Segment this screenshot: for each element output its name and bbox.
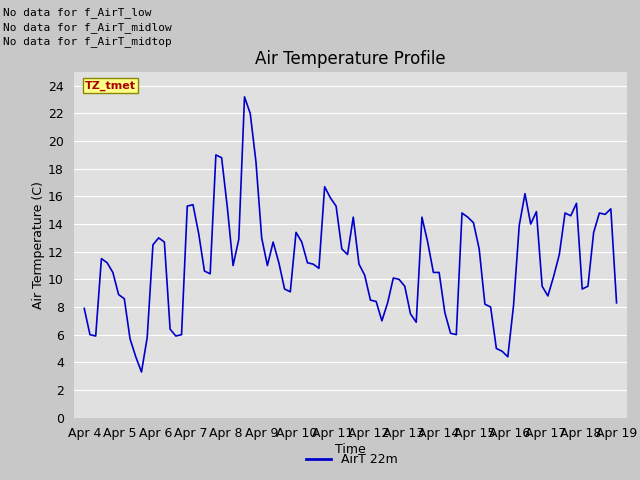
Y-axis label: Air Termperature (C): Air Termperature (C) <box>32 181 45 309</box>
Title: Air Temperature Profile: Air Temperature Profile <box>255 49 445 68</box>
Legend: AirT 22m: AirT 22m <box>301 448 403 471</box>
Text: No data for f_AirT_low: No data for f_AirT_low <box>3 7 152 18</box>
Text: No data for f_AirT_midtop: No data for f_AirT_midtop <box>3 36 172 47</box>
Text: No data for f_AirT_midlow: No data for f_AirT_midlow <box>3 22 172 33</box>
X-axis label: Time: Time <box>335 443 366 456</box>
Text: TZ_tmet: TZ_tmet <box>85 81 136 91</box>
